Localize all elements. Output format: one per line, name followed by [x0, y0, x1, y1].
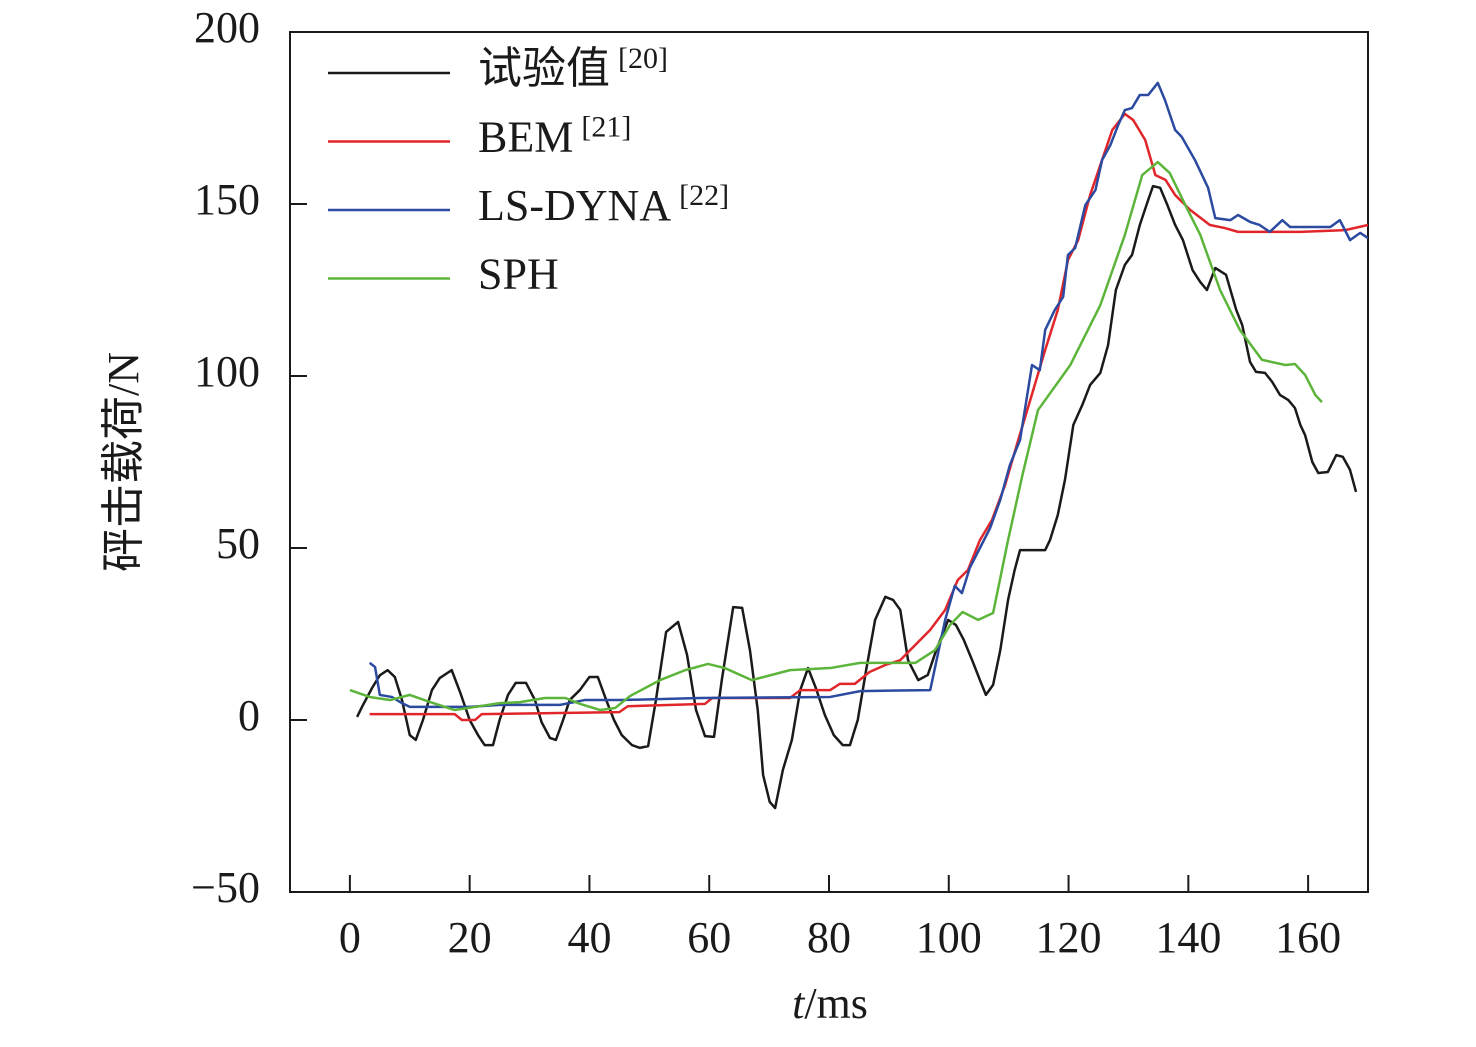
x-tick-label: 0 — [339, 913, 361, 962]
legend-label: LS-DYNA [22] — [478, 179, 729, 230]
x-tick-label: 140 — [1155, 913, 1221, 962]
plot-frame — [289, 31, 1369, 893]
y-tick-label: −50 — [191, 863, 260, 912]
x-tick-label: 120 — [1036, 913, 1102, 962]
legend-label: 试验值 [20] — [478, 42, 668, 93]
data-line — [355, 184, 1358, 810]
y-tick-label: 50 — [216, 519, 260, 568]
data-line — [349, 160, 1323, 712]
x-tick-label: 40 — [567, 913, 611, 962]
y-tick-label: 200 — [194, 3, 260, 52]
x-tick-label: 160 — [1275, 913, 1341, 962]
y-tick-label: 100 — [194, 347, 260, 396]
x-tick-label: 20 — [448, 913, 492, 962]
y-axis-label: 砰击载荷/N — [99, 352, 148, 572]
y-tick-label: 150 — [194, 175, 260, 224]
x-axis-label: t/ms — [792, 979, 868, 1028]
x-tick-label: 100 — [916, 913, 982, 962]
data-line — [368, 81, 1368, 709]
legend-label: SPH — [478, 250, 559, 299]
y-tick-label: 0 — [238, 691, 260, 740]
x-tick-label: 80 — [807, 913, 851, 962]
x-tick-label: 60 — [687, 913, 731, 962]
legend-label: BEM [21] — [478, 110, 631, 161]
